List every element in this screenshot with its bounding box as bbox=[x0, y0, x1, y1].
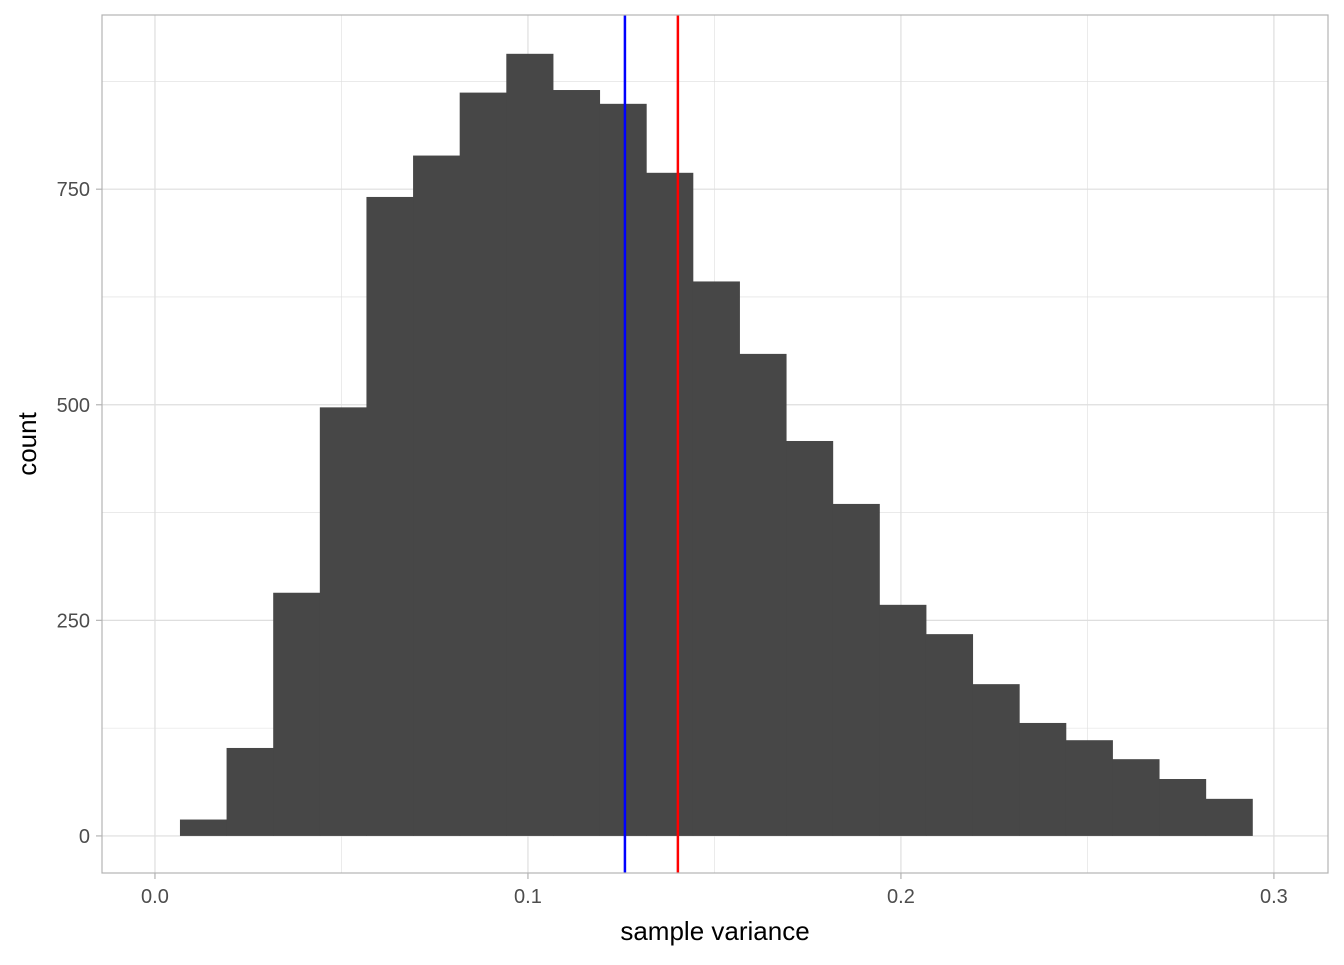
histogram-bar bbox=[1205, 798, 1253, 836]
x-tick-label: 0.2 bbox=[887, 886, 915, 908]
histogram-bar bbox=[692, 281, 740, 836]
y-axis-label: count bbox=[12, 411, 42, 475]
x-tick-label: 0.0 bbox=[141, 886, 169, 908]
panel-border bbox=[101, 14, 1329, 874]
histogram-bar bbox=[506, 53, 554, 836]
x-axis-label: sample variance bbox=[620, 916, 809, 946]
histogram-bar bbox=[1159, 779, 1207, 836]
histogram-bar bbox=[226, 747, 274, 836]
histogram-bar bbox=[459, 92, 507, 836]
y-tick-label: 500 bbox=[57, 395, 90, 417]
histogram-bar bbox=[413, 155, 461, 836]
histogram-bar bbox=[646, 172, 694, 836]
histogram-bar bbox=[1019, 722, 1067, 836]
histogram-bar bbox=[832, 503, 880, 836]
y-axis: 0 250 500 750 bbox=[57, 179, 102, 848]
histogram-bar bbox=[739, 353, 787, 836]
histogram-bar bbox=[972, 684, 1020, 836]
histogram-bar bbox=[552, 90, 601, 836]
histogram-bar bbox=[1065, 740, 1113, 836]
histogram-bar bbox=[879, 604, 927, 836]
bars bbox=[179, 53, 1253, 836]
x-tick-label: 0.3 bbox=[1260, 886, 1288, 908]
y-tick-label: 750 bbox=[57, 179, 90, 201]
y-tick-label: 250 bbox=[57, 610, 90, 632]
histogram-bar bbox=[925, 634, 974, 836]
x-tick-label: 0.1 bbox=[514, 886, 542, 908]
histogram-bar bbox=[366, 196, 414, 836]
y-tick-label: 0 bbox=[79, 826, 90, 848]
histogram-bar bbox=[599, 103, 647, 836]
histogram-bar bbox=[179, 819, 228, 836]
histogram-bar bbox=[1112, 759, 1160, 836]
x-axis: 0.0 0.1 0.2 0.3 bbox=[141, 873, 1288, 908]
histogram-bar bbox=[786, 440, 834, 836]
reference-lines bbox=[623, 15, 680, 873]
histogram-bar bbox=[319, 407, 367, 836]
histogram-bar bbox=[273, 592, 321, 836]
